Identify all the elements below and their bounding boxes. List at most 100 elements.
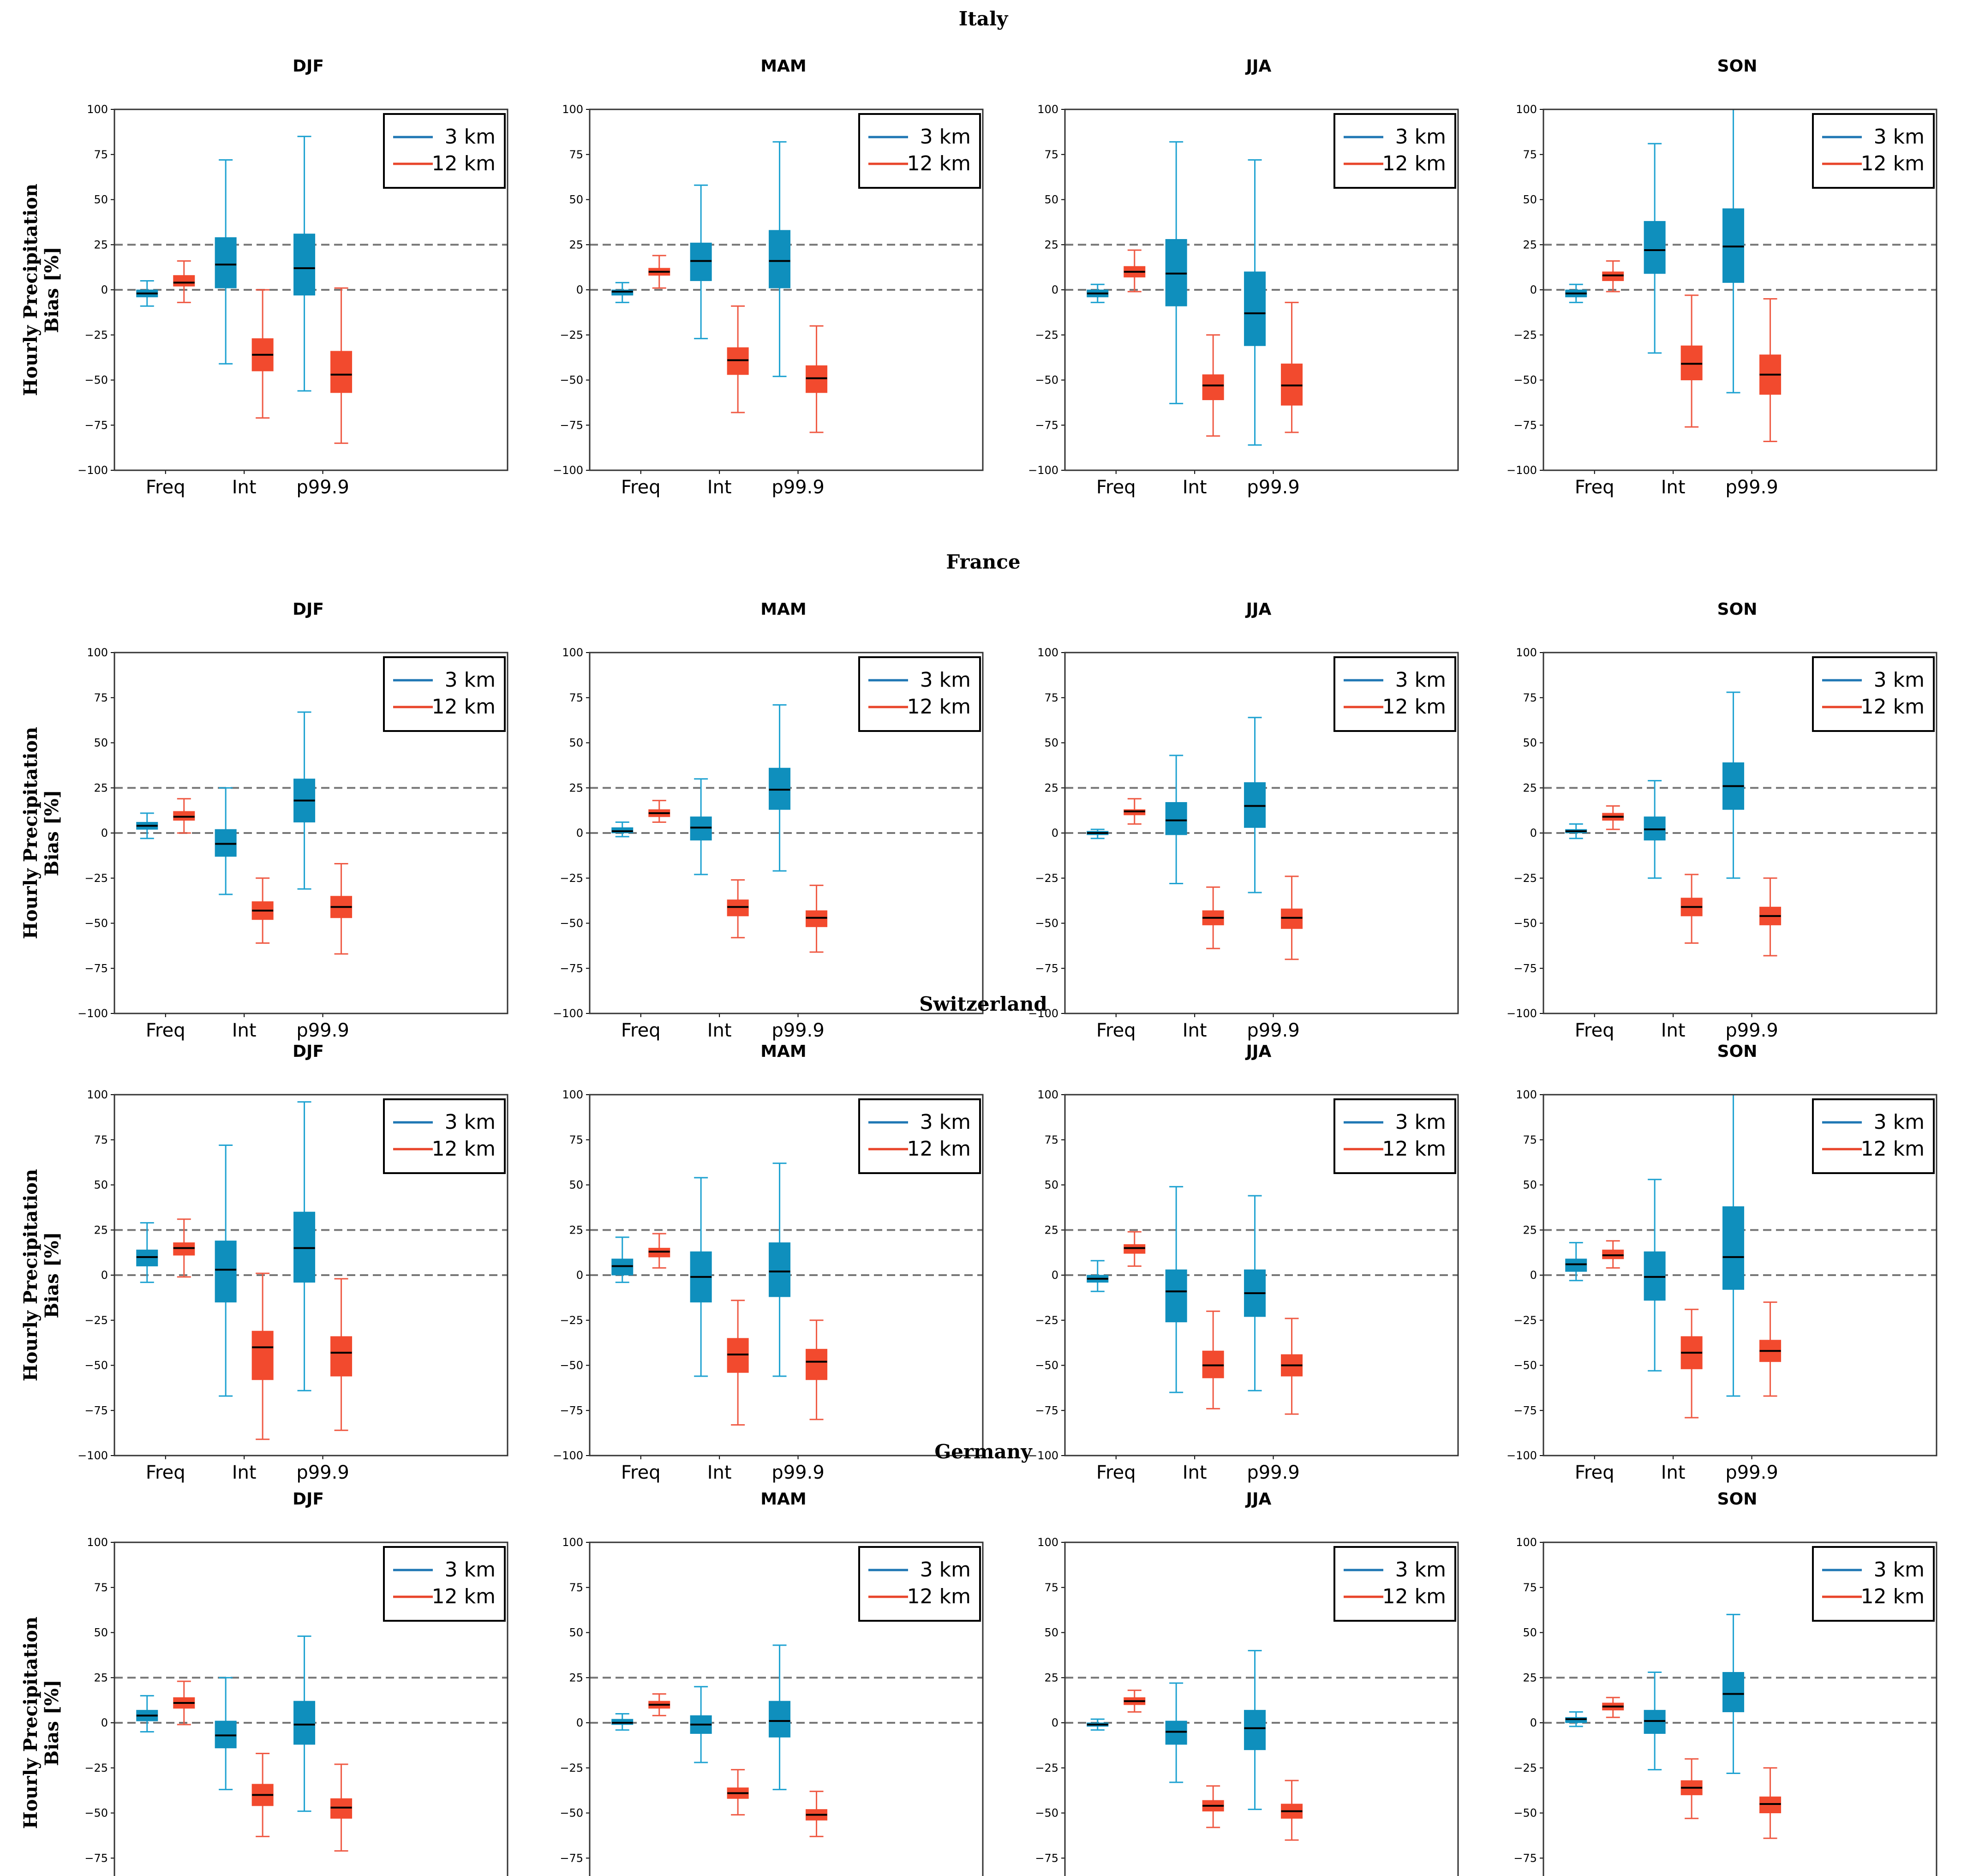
- box-km3-p99.9: [769, 141, 791, 378]
- legend-label-12km: 12 km: [907, 1137, 971, 1161]
- legend: 3 km 12 km: [383, 113, 506, 189]
- legend-box: [1812, 656, 1935, 732]
- region-title: Switzerland: [919, 993, 1047, 1015]
- box-km3-int: [690, 1686, 712, 1763]
- box-km12-freq: [648, 255, 670, 289]
- season-title: DJF: [293, 600, 324, 619]
- plot-frame: [1543, 108, 1937, 471]
- box-km3-int: [1165, 755, 1187, 884]
- legend-label-12km: 12 km: [1861, 695, 1925, 719]
- legend-box: [1333, 113, 1456, 189]
- y-tick-label: −100: [1028, 1007, 1058, 1020]
- legend: 3 km 12 km: [383, 1546, 506, 1622]
- box-km3-p99.9: [1722, 691, 1745, 879]
- y-tick-label: 100: [1037, 1536, 1058, 1549]
- category-label: p99.9: [296, 1462, 349, 1483]
- box-km12-int: [727, 305, 749, 414]
- season-title: MAM: [760, 1042, 807, 1061]
- y-tick-label: −75: [1513, 1852, 1537, 1864]
- box-km12-p99.9: [1759, 298, 1782, 442]
- y-tick-label: −75: [84, 419, 108, 432]
- box-km12-freq: [1602, 1240, 1624, 1269]
- box-km12-p99.9: [806, 1319, 828, 1420]
- y-tick-label: 100: [1516, 1536, 1537, 1549]
- box-km3-p99.9: [293, 1101, 316, 1391]
- y-tick-label: 25: [1044, 1223, 1058, 1236]
- plot-frame: [114, 108, 508, 471]
- category-label: p99.9: [771, 477, 824, 498]
- panel-germany-djf: DJF−100−75−50−250255075100FreqIntp99.93 …: [84, 1490, 508, 1876]
- y-tick-label: −100: [78, 1007, 108, 1020]
- plot-frame: [114, 1094, 508, 1456]
- y-tick-label: 50: [1044, 1626, 1058, 1639]
- legend-box: [383, 113, 506, 189]
- category-label: Int: [1183, 1462, 1207, 1483]
- region-switzerland: Switzerland Hourly Precipitation Bias [%] D…: [20, 993, 1937, 1483]
- box-km3-int: [690, 1177, 712, 1377]
- y-tick-label: 25: [569, 781, 583, 794]
- y-tick-label: −100: [1507, 1449, 1537, 1462]
- box-km12-freq: [173, 260, 195, 303]
- y-tick-label: 25: [569, 238, 583, 251]
- legend-label-3km: 3 km: [920, 1558, 971, 1582]
- y-tick-label: 100: [1516, 646, 1537, 659]
- season-title: JJA: [1245, 1490, 1272, 1509]
- box-km12-freq: [1124, 249, 1146, 293]
- y-tick-label: −25: [1035, 1314, 1058, 1327]
- plot-frame: [1543, 652, 1937, 1014]
- plot-frame: [1543, 1541, 1937, 1876]
- panel-italy-mam: MAM −100 −75 −50 −25 0 25 50 75 100 Freq Int p99.9 3 …: [553, 57, 984, 498]
- y-tick-label: 75: [94, 148, 108, 161]
- box-km3-freq: [611, 1713, 634, 1731]
- legend-label-12km: 12 km: [1861, 1137, 1925, 1161]
- box-km3-int: [1165, 1682, 1187, 1783]
- y-tick-label: 50: [94, 1626, 108, 1639]
- box-km3-int: [1644, 780, 1666, 879]
- plot-frame: [114, 1541, 508, 1876]
- legend: 3 km 12 km: [1333, 656, 1456, 732]
- box-km12-int: [1202, 1310, 1224, 1409]
- legend-box: [1333, 1098, 1456, 1174]
- category-label: Int: [1183, 1020, 1207, 1041]
- y-tick-label: 0: [576, 283, 583, 296]
- legend: 3 km 12 km: [383, 656, 506, 732]
- legend-box: [858, 1546, 981, 1622]
- legend-label-3km: 3 km: [920, 668, 971, 692]
- legend-label-3km: 3 km: [445, 1110, 496, 1134]
- category-label: p99.9: [1725, 477, 1778, 498]
- legend-label-12km: 12 km: [1861, 152, 1925, 175]
- y-tick-label: −50: [1513, 1359, 1537, 1372]
- season-title: DJF: [293, 57, 324, 76]
- panel-germany-jja: JJA−100−75−50−250255075100FreqIntp99.93 …: [1035, 1490, 1459, 1876]
- y-tick-label: 100: [1516, 103, 1537, 116]
- category-label: Freq: [621, 1020, 661, 1041]
- y-tick-label: −50: [84, 1359, 108, 1372]
- legend: 3 km 12 km: [1812, 656, 1935, 732]
- box-iqr: [806, 1349, 828, 1380]
- y-tick-label: 25: [569, 1223, 583, 1236]
- y-tick-label: 75: [1523, 691, 1537, 704]
- category-label: p99.9: [1247, 1020, 1299, 1041]
- y-tick-label: −25: [1035, 1762, 1058, 1774]
- y-axis-label-line2: Bias [%]: [41, 246, 63, 333]
- panel-switzerland-son: SON −100 −75 −50 −25 0 25 50 75 100 Freq Int p99.9 3 …: [1507, 1042, 1937, 1483]
- legend-label-3km: 3 km: [1395, 1110, 1446, 1134]
- box-iqr: [1722, 1206, 1745, 1290]
- legend: 3 km 12 km: [858, 1546, 981, 1622]
- y-tick-label: 75: [1044, 1133, 1058, 1146]
- box-km3-int: [215, 787, 237, 895]
- box-km12-p99.9: [330, 1278, 353, 1431]
- legend: 3 km 12 km: [858, 656, 981, 732]
- plot-frame: [1064, 108, 1459, 471]
- y-tick-label: 50: [569, 1179, 583, 1192]
- box-iqr: [293, 1701, 316, 1745]
- y-tick-label: 100: [1037, 103, 1058, 116]
- y-tick-label: 0: [101, 1716, 108, 1729]
- y-tick-label: 25: [1523, 781, 1537, 794]
- category-label: Int: [707, 1020, 732, 1041]
- season-title: DJF: [293, 1490, 324, 1509]
- y-tick-label: 0: [1530, 283, 1537, 296]
- box-iqr: [769, 1242, 791, 1297]
- box-km3-p99.9: [293, 136, 316, 392]
- box-km12-int: [251, 1752, 274, 1837]
